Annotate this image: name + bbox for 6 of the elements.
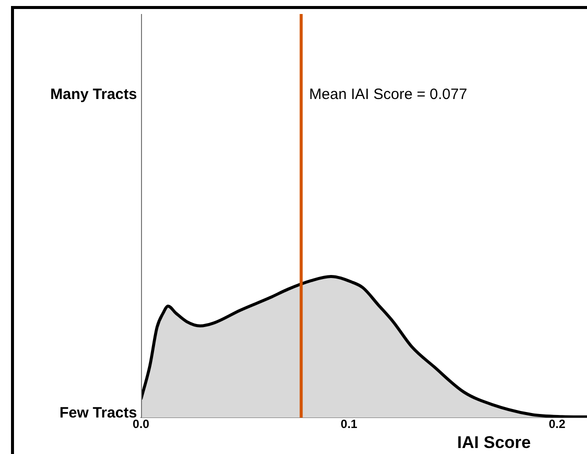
x-tick-label: 0.0 [132, 417, 150, 432]
x-tick-label: 0.2 [548, 417, 566, 432]
ref-line-label: Mean IAI Score = 0.077 [309, 86, 468, 103]
x-tick-label: 0.1 [340, 417, 358, 432]
x-axis-title: IAI Score [457, 433, 531, 452]
text: Many Tracts [50, 86, 137, 103]
